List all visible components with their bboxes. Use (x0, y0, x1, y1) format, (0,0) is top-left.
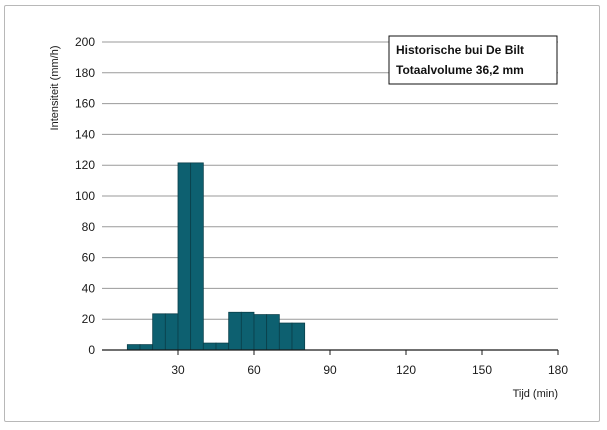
legend-border (388, 35, 558, 85)
bar-8 (228, 311, 242, 351)
y-tick-label-100: 100 (75, 189, 95, 203)
y-axis-label: Intensiteit (mm/h) (49, 46, 61, 131)
y-tick-label-20: 20 (82, 312, 96, 326)
x-axis-label: Tijd (min) (513, 388, 558, 400)
bar-1 (139, 344, 154, 351)
y-tick-label-120: 120 (75, 158, 95, 172)
legend-box: Historische bui De Bilt Totaalvolume 36,… (388, 35, 558, 85)
bar-3 (164, 313, 179, 351)
bar-13 (291, 322, 306, 351)
bar-7 (215, 342, 230, 351)
y-tick-label-160: 160 (75, 97, 95, 111)
y-tick-label-80: 80 (82, 220, 96, 234)
y-tick-label-40: 40 (82, 281, 96, 295)
bar-0 (126, 344, 141, 351)
legend-total-volume: Totaalvolume 36,2 mm (396, 63, 524, 77)
bar-series (126, 162, 306, 351)
bar-11 (266, 314, 280, 351)
bar-6 (202, 342, 217, 351)
bar-12 (278, 322, 293, 351)
x-tick-label-150: 150 (472, 363, 492, 377)
legend-title: Historische bui De Bilt (396, 43, 524, 57)
bar-5 (190, 162, 204, 351)
y-tick-label-200: 200 (75, 35, 95, 49)
x-tick-label-30: 30 (171, 363, 185, 377)
y-tick-labels: 0 20 40 60 80 100 120 140 160 180 200 (75, 35, 95, 357)
x-tick-label-120: 120 (396, 363, 416, 377)
bar-2 (152, 313, 166, 351)
x-tick-label-60: 60 (247, 363, 261, 377)
bar-10 (253, 314, 268, 351)
y-tick-label-140: 140 (75, 127, 95, 141)
bar-4 (177, 162, 192, 351)
x-tick-labels: 30 60 90 120 150 180 (171, 350, 568, 377)
x-tick-label-90: 90 (323, 363, 337, 377)
bar-9 (240, 311, 255, 351)
y-tick-label-180: 180 (75, 66, 95, 80)
x-tick-label-180: 180 (548, 363, 568, 377)
y-tick-label-60: 60 (82, 251, 96, 265)
y-tick-label-0: 0 (88, 343, 95, 357)
